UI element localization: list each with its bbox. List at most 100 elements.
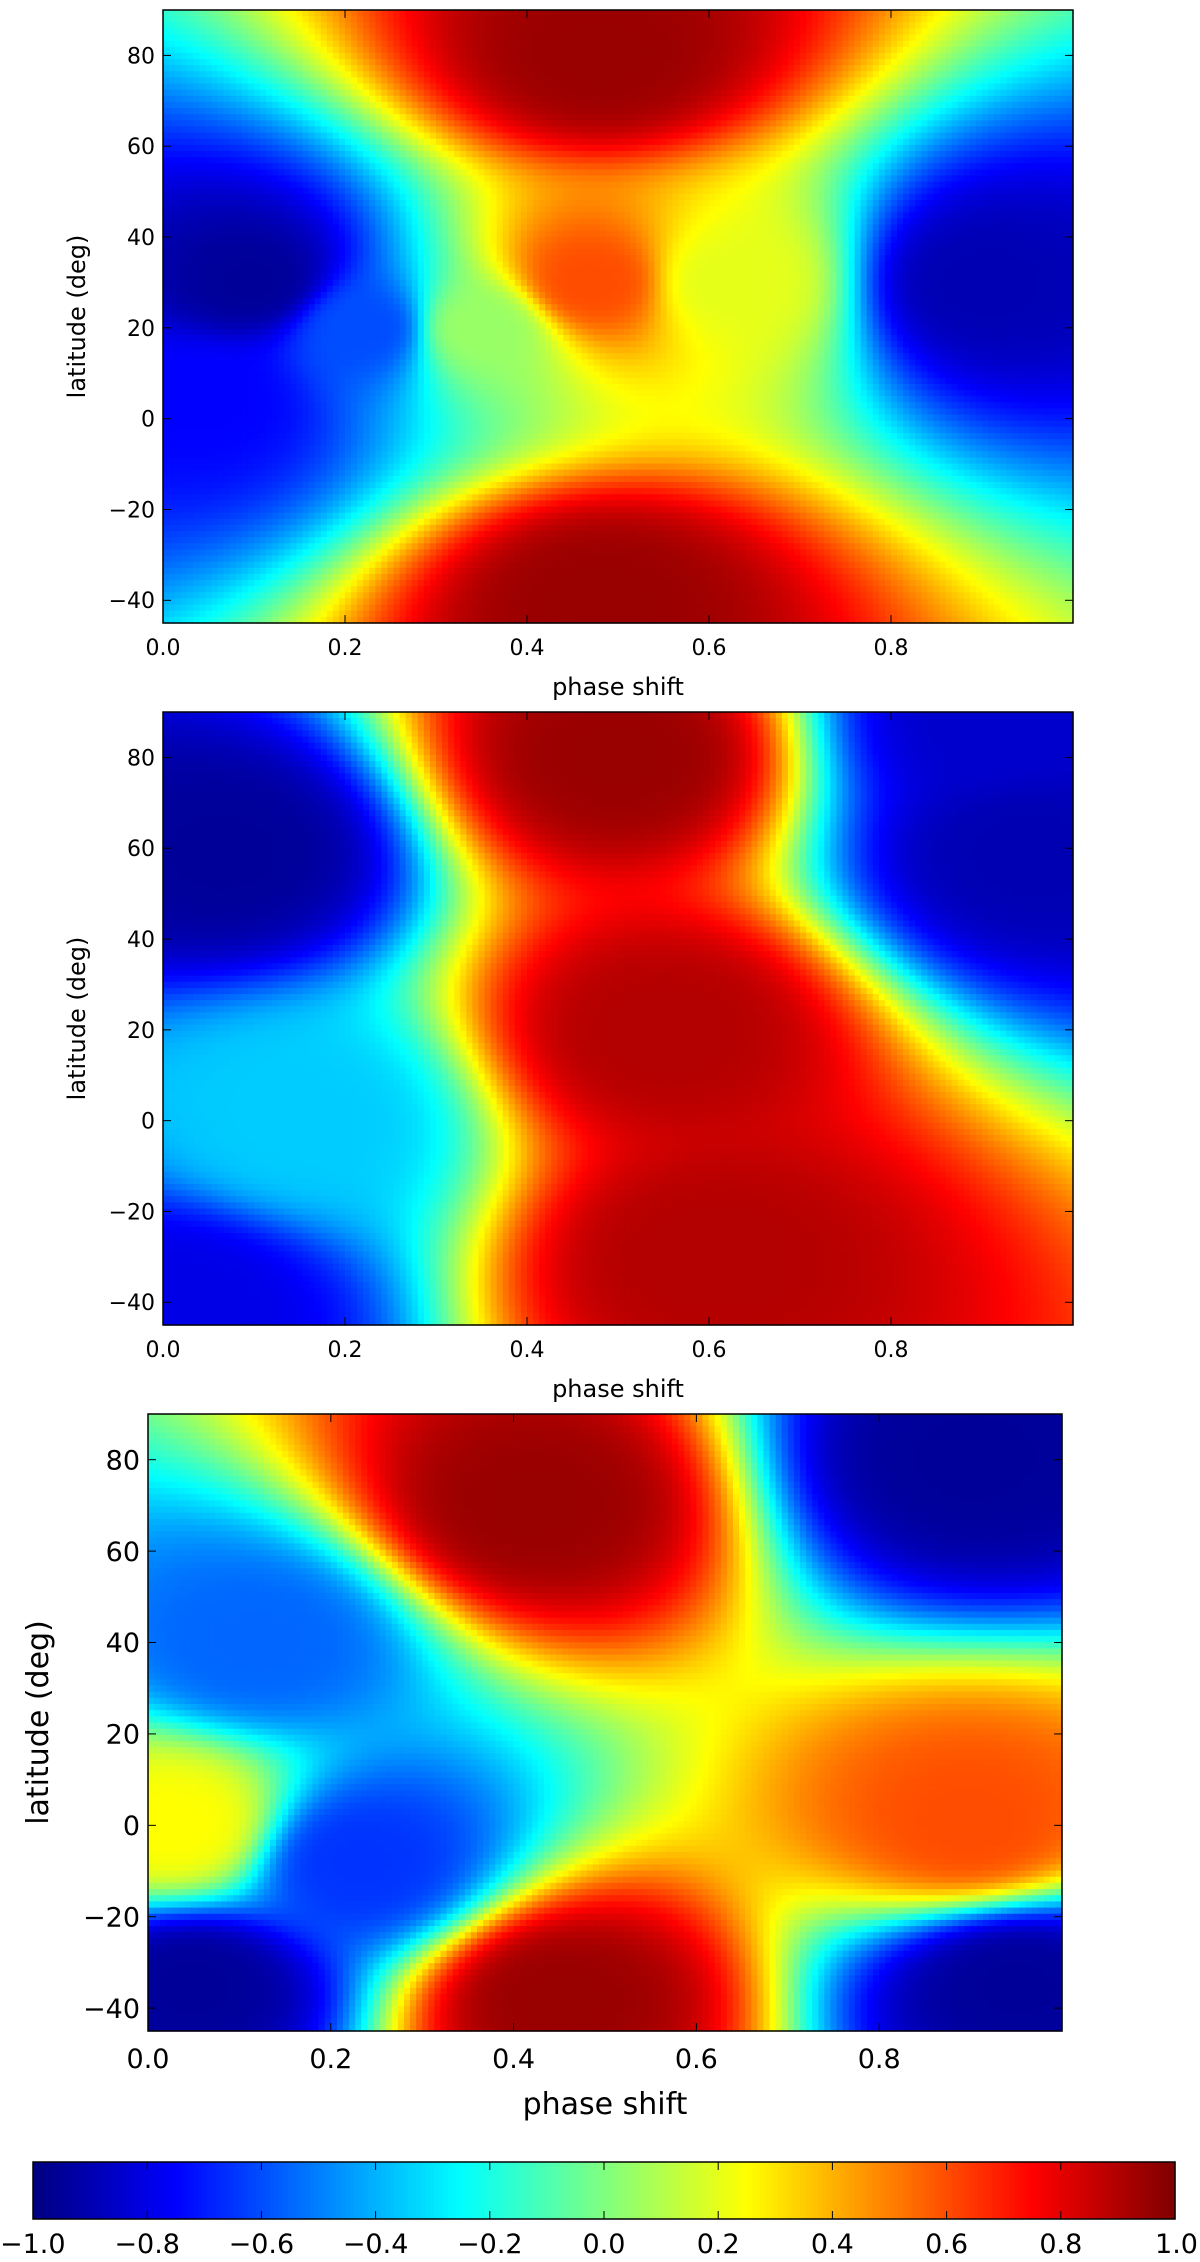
heatmap-cell: [502, 71, 510, 79]
heatmap-cell: [1036, 200, 1044, 207]
heatmap-cell: [988, 28, 995, 36]
heatmap-cell: [642, 175, 649, 183]
heatmap-cell: [945, 16, 953, 23]
heatmap-cell: [842, 187, 850, 195]
heatmap-cell: [375, 138, 382, 146]
heatmap-cell: [563, 22, 571, 29]
heatmap-cell: [927, 157, 935, 164]
heatmap-cell: [284, 40, 291, 48]
heatmap-cell: [684, 40, 692, 48]
heatmap-cell: [454, 34, 461, 42]
heatmap-cell: [872, 150, 880, 158]
heatmap-cell: [854, 59, 862, 66]
heatmap-cell: [514, 59, 522, 66]
heatmap-cell: [520, 52, 528, 60]
heatmap-cell: [745, 200, 753, 207]
heatmap-cell: [860, 10, 868, 17]
heatmap-cell: [660, 150, 668, 158]
heatmap-cell: [181, 200, 188, 207]
heatmap-cell: [539, 65, 546, 72]
heatmap-cell: [411, 77, 419, 85]
heatmap-cell: [478, 77, 486, 85]
heatmap-cell: [642, 40, 649, 48]
heatmap-cell: [982, 163, 989, 170]
heatmap-cell: [241, 77, 249, 85]
heatmap-cell: [727, 16, 734, 23]
heatmap-cell: [314, 187, 322, 195]
heatmap-cell: [806, 169, 813, 177]
heatmap-cell: [660, 200, 668, 207]
heatmap-cell: [642, 83, 649, 91]
heatmap-cell: [563, 40, 571, 48]
heatmap-cell: [181, 163, 188, 170]
heatmap-cell: [217, 150, 225, 158]
heatmap-cell: [1024, 59, 1032, 66]
heatmap-cell: [715, 52, 722, 60]
heatmap-cell: [884, 206, 892, 213]
heatmap-cell: [1018, 132, 1026, 140]
heatmap-cell: [800, 83, 807, 91]
heatmap-cell: [345, 169, 352, 177]
heatmap-cell: [1000, 169, 1007, 177]
heatmap-cell: [217, 200, 225, 207]
heatmap-cell: [593, 22, 601, 29]
heatmap-cell: [338, 169, 346, 177]
heatmap-cell: [569, 206, 577, 213]
heatmap-cell: [793, 65, 801, 72]
heatmap-cell: [702, 59, 710, 66]
heatmap-cell: [842, 157, 850, 164]
heatmap-cell: [848, 95, 856, 103]
heatmap-cell: [527, 144, 534, 152]
heatmap-cell: [533, 193, 540, 201]
heatmap-cell: [514, 10, 522, 17]
heatmap-cell: [666, 16, 674, 23]
heatmap-cell: [508, 16, 516, 23]
heatmap-cell: [854, 77, 862, 85]
heatmap-cell: [806, 10, 813, 17]
heatmap-cell: [423, 34, 431, 42]
heatmap-cell: [411, 34, 419, 42]
heatmap-cell: [533, 138, 540, 146]
heatmap-cell: [696, 95, 704, 103]
heatmap-cell: [994, 206, 1001, 213]
heatmap-cell: [405, 212, 413, 220]
heatmap-cell: [757, 83, 765, 91]
heatmap-cell: [672, 65, 680, 72]
heatmap-cell: [563, 126, 571, 134]
heatmap-cell: [563, 150, 571, 158]
heatmap-cell: [630, 181, 637, 189]
heatmap-cell: [727, 200, 734, 207]
heatmap-cell: [994, 193, 1001, 201]
heatmap-cell: [290, 108, 298, 115]
heatmap-cell: [260, 200, 267, 207]
heatmap-cell: [205, 187, 213, 195]
heatmap-cell: [199, 40, 207, 48]
heatmap-cell: [466, 83, 473, 91]
heatmap-cell: [1018, 16, 1026, 23]
heatmap-cell: [302, 150, 310, 158]
heatmap-cell: [702, 89, 710, 97]
heatmap-cell: [357, 101, 364, 109]
heatmap-cell: [830, 187, 837, 195]
heatmap-cell: [448, 40, 455, 48]
heatmap-cell: [872, 10, 880, 17]
heatmap-cell: [290, 89, 298, 97]
heatmap-cell: [1000, 71, 1007, 79]
heatmap-cell: [527, 34, 534, 42]
heatmap-cell: [709, 34, 716, 42]
heatmap-cell: [247, 34, 255, 42]
heatmap-cell: [599, 22, 607, 29]
heatmap-cell: [169, 187, 176, 195]
heatmap-cell: [1048, 83, 1056, 91]
heatmap-cell: [733, 200, 740, 207]
heatmap-cell: [630, 101, 637, 109]
heatmap-cell: [254, 132, 261, 140]
heatmap-cell: [508, 40, 516, 48]
heatmap-cell: [696, 65, 704, 72]
heatmap-cell: [854, 206, 862, 213]
heatmap-cell: [442, 71, 449, 79]
heatmap-cell: [169, 34, 176, 42]
heatmap-cell: [611, 40, 619, 48]
heatmap-cell: [320, 77, 328, 85]
heatmap-cell: [508, 187, 516, 195]
